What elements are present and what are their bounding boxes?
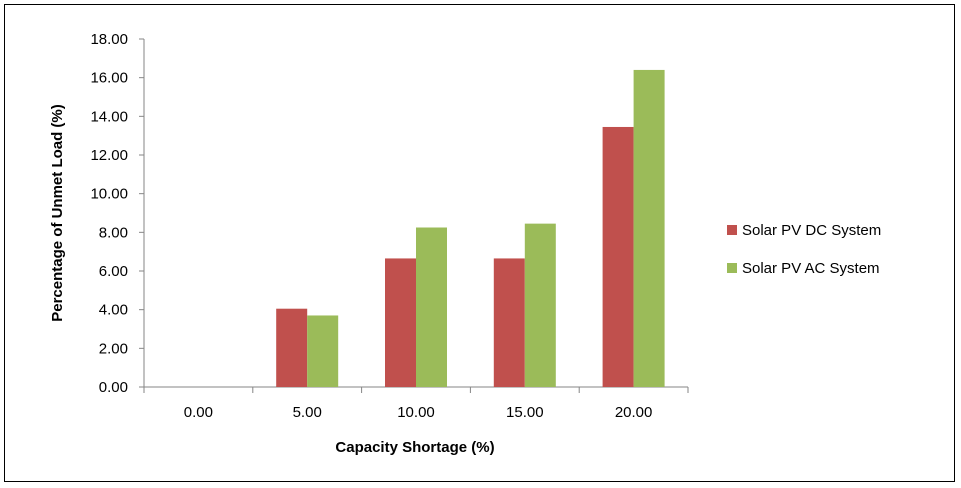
bar-dc-1 [276, 308, 308, 387]
y-axis-title: Percentage of Unmet Load (%) [49, 104, 66, 322]
y-tick-label: 0.00 [99, 379, 128, 396]
bar-ac-3 [524, 223, 556, 387]
legend: Solar PV DC System Solar PV AC System [727, 222, 881, 277]
bars [276, 69, 665, 387]
chart-frame [4, 4, 955, 482]
x-tick-label: 20.00 [615, 404, 653, 421]
legend-swatch [727, 225, 737, 235]
y-tick-label: 12.00 [90, 147, 128, 164]
y-tick-label: 4.00 [99, 302, 128, 319]
y-tick-label: 2.00 [99, 340, 128, 357]
bar-ac-2 [416, 227, 447, 387]
y-tick-label: 8.00 [99, 224, 128, 241]
legend-label: Solar PV AC System [742, 260, 880, 277]
y-tick-label: 18.00 [90, 31, 128, 48]
x-axis-title: Capacity Shortage (%) [335, 439, 494, 456]
bar-dc-2 [385, 258, 416, 387]
legend-label: Solar PV DC System [742, 222, 881, 239]
x-tick-label: 5.00 [293, 404, 322, 421]
x-tick-label: 15.00 [506, 404, 544, 421]
bar-dc-4 [602, 126, 634, 387]
x-axis: 0.00 5.00 10.00 15.00 20.00 [143, 386, 689, 421]
bar-dc-3 [493, 258, 525, 387]
legend-swatch [727, 263, 737, 273]
y-axis: 0.00 2.00 4.00 6.00 8.00 10.00 12.00 14.00 16.00… [90, 31, 145, 396]
bar-ac-4 [633, 69, 665, 387]
bar-ac-1 [307, 315, 339, 387]
y-tick-label: 14.00 [90, 108, 128, 125]
x-tick-label: 10.00 [397, 404, 435, 421]
y-tick-label: 6.00 [99, 263, 128, 280]
x-tick-label: 0.00 [184, 404, 213, 421]
y-tick-label: 16.00 [90, 70, 128, 87]
y-tick-label: 10.00 [90, 186, 128, 203]
